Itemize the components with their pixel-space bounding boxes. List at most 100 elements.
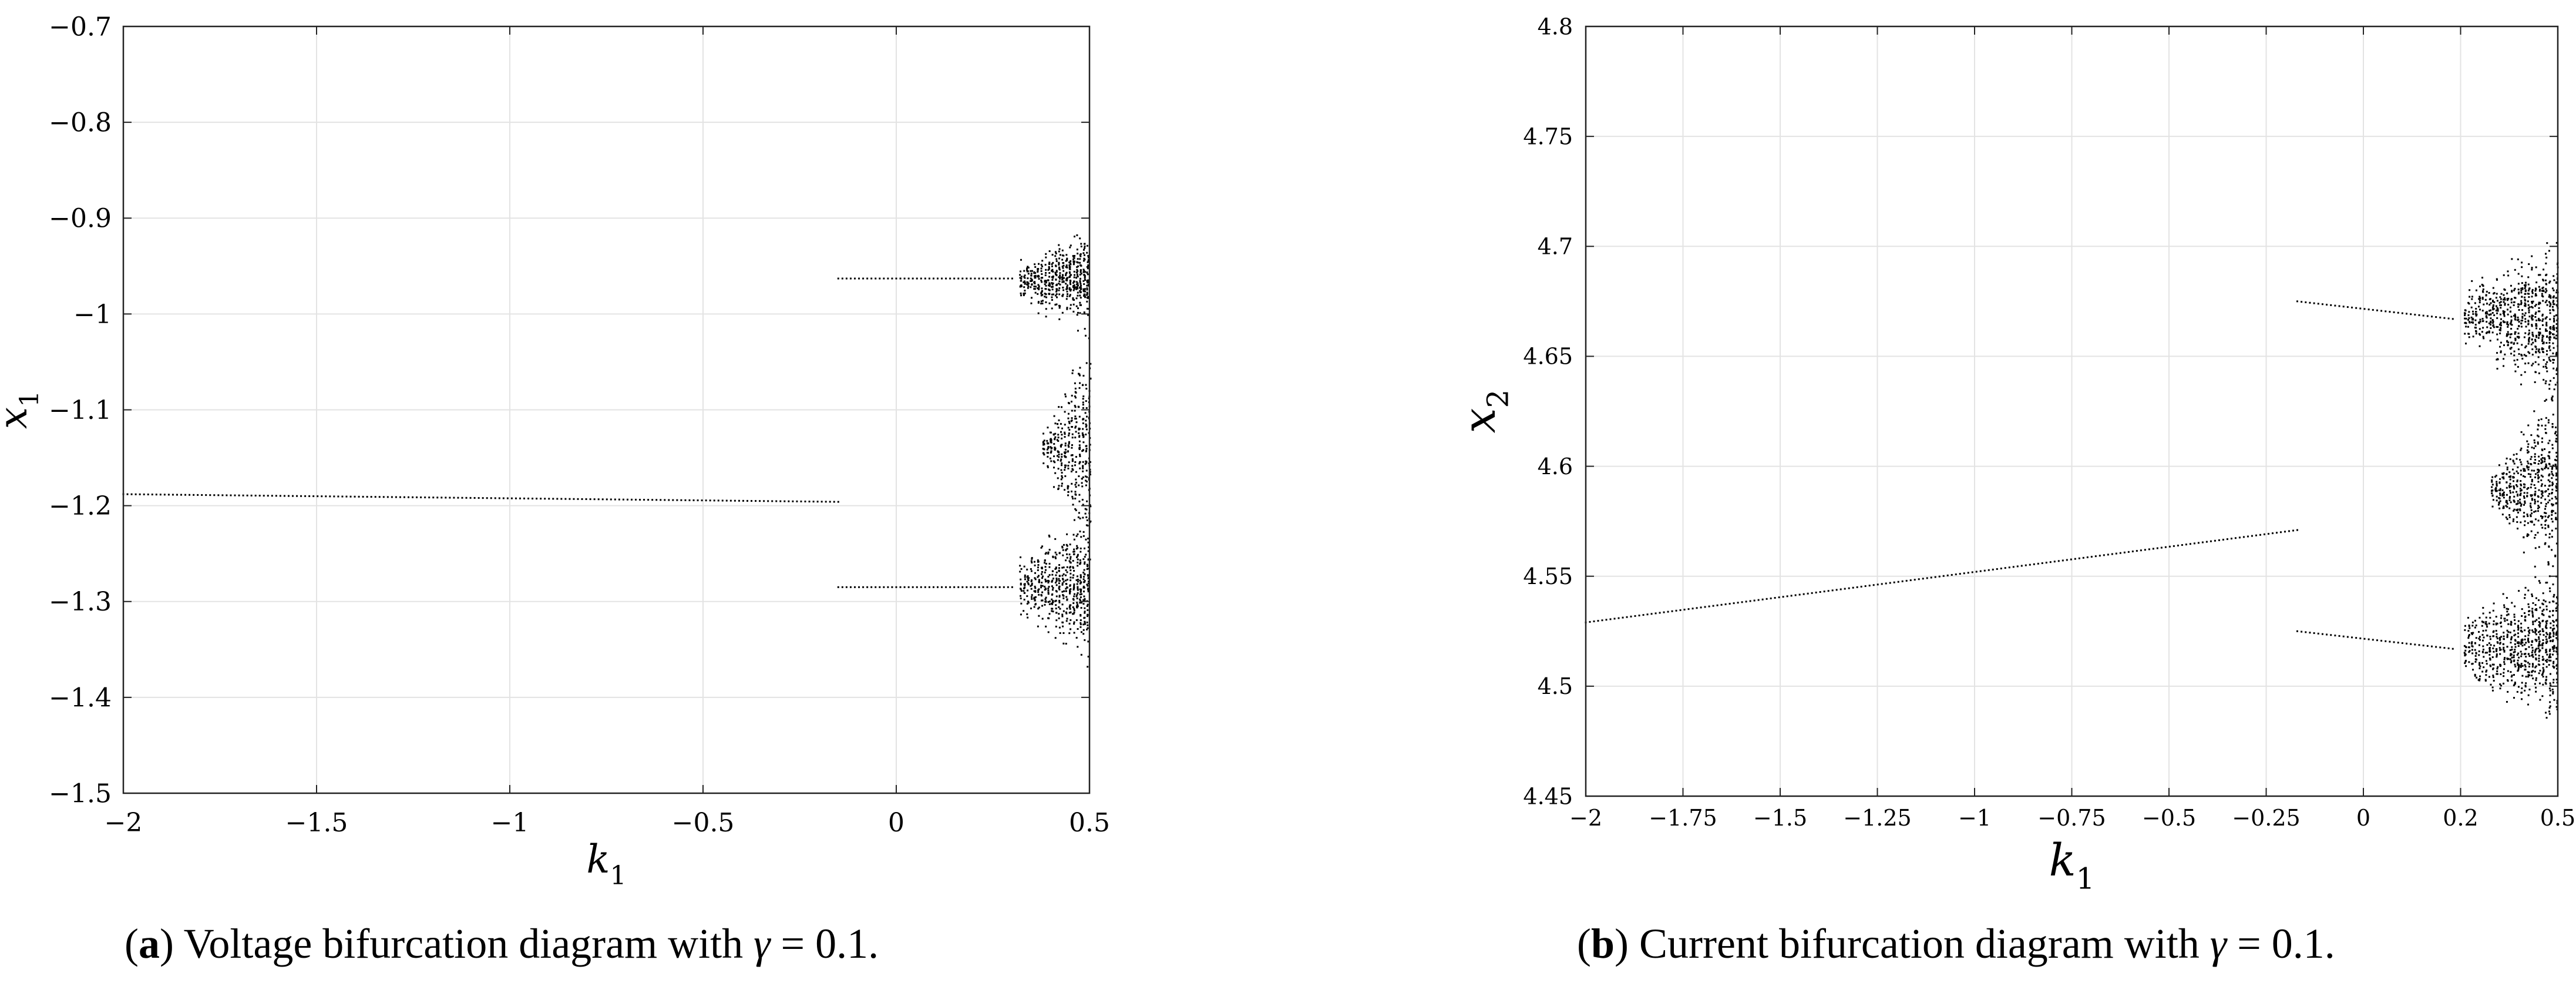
chaotic-point bbox=[2527, 424, 2530, 427]
chaotic-point bbox=[1045, 296, 1048, 298]
chaotic-point bbox=[2544, 458, 2546, 461]
chaotic-point bbox=[2511, 290, 2513, 293]
chaotic-point bbox=[2467, 333, 2470, 335]
chaotic-point bbox=[1053, 443, 1055, 445]
chaotic-point bbox=[1064, 424, 1066, 426]
period-point bbox=[2296, 529, 2298, 531]
chaotic-point bbox=[2549, 312, 2551, 314]
chaotic-point bbox=[2548, 713, 2551, 715]
period-point bbox=[2301, 630, 2303, 633]
chaotic-point bbox=[2468, 321, 2470, 323]
chaotic-point bbox=[2548, 515, 2550, 517]
chaotic-point bbox=[1073, 284, 1075, 286]
chaotic-point bbox=[1050, 447, 1052, 449]
period-point bbox=[2397, 642, 2399, 644]
period-point bbox=[321, 495, 323, 498]
chaotic-point bbox=[2493, 602, 2495, 605]
chaotic-point bbox=[2531, 520, 2533, 522]
period-point bbox=[1691, 608, 1694, 610]
chaotic-point bbox=[2499, 642, 2501, 644]
chaotic-point bbox=[1080, 271, 1082, 273]
chaotic-point bbox=[1075, 509, 1077, 511]
chaotic-point bbox=[1082, 465, 1084, 467]
period-point bbox=[879, 277, 881, 280]
period-point bbox=[924, 586, 926, 588]
chaotic-point bbox=[1077, 284, 1079, 287]
chaotic-point bbox=[2546, 640, 2548, 643]
chaotic-point bbox=[1020, 276, 1023, 278]
period-point bbox=[1728, 603, 1731, 605]
period-point bbox=[1613, 618, 1616, 620]
chaotic-point bbox=[1075, 425, 1077, 428]
period-point bbox=[887, 586, 889, 588]
chaotic-point bbox=[1067, 417, 1070, 420]
chaotic-point bbox=[2506, 487, 2508, 489]
chaotic-point bbox=[2526, 488, 2528, 490]
chaotic-point bbox=[1062, 293, 1064, 296]
chaotic-point bbox=[2520, 300, 2523, 302]
chaotic-point bbox=[1048, 289, 1051, 291]
y-tick-label: 4.75 bbox=[1523, 123, 1573, 149]
chaotic-point bbox=[1056, 296, 1058, 298]
chaotic-point bbox=[1042, 448, 1044, 450]
chaotic-point bbox=[1087, 614, 1089, 616]
chaotic-point bbox=[1055, 619, 1058, 622]
chaotic-point bbox=[2465, 665, 2467, 667]
chaotic-point bbox=[2534, 371, 2537, 374]
chaotic-point bbox=[2541, 437, 2544, 440]
chaotic-point bbox=[2475, 307, 2477, 310]
chaotic-point bbox=[2478, 638, 2480, 640]
period-point bbox=[2317, 303, 2319, 305]
chaotic-point bbox=[1064, 444, 1067, 447]
period-point bbox=[304, 495, 307, 497]
chaotic-point bbox=[1058, 595, 1061, 597]
chaotic-point bbox=[2555, 466, 2557, 468]
chaotic-point bbox=[1072, 574, 1075, 576]
period-point bbox=[1955, 573, 1957, 576]
chaotic-point bbox=[2517, 625, 2520, 627]
chaotic-point bbox=[2551, 447, 2554, 449]
chaotic-point bbox=[1027, 273, 1030, 275]
chaotic-point bbox=[1051, 263, 1053, 266]
chaotic-point bbox=[1066, 598, 1068, 600]
chaotic-point bbox=[2505, 462, 2507, 465]
period-point bbox=[226, 494, 228, 496]
chaotic-point bbox=[2553, 325, 2555, 327]
chaotic-point bbox=[2523, 512, 2525, 514]
chaotic-point bbox=[2520, 287, 2523, 290]
x-tick-label: −1 bbox=[1958, 805, 1991, 831]
chaotic-point bbox=[1068, 264, 1071, 266]
chaotic-point bbox=[2513, 480, 2515, 482]
chaotic-point bbox=[1087, 603, 1089, 606]
chaotic-point bbox=[1058, 304, 1060, 307]
chaotic-point bbox=[2551, 395, 2554, 398]
chaotic-point bbox=[2511, 679, 2513, 682]
period-point bbox=[325, 495, 327, 498]
chaotic-point bbox=[2556, 596, 2558, 598]
chaotic-point bbox=[2491, 331, 2494, 334]
chaotic-point bbox=[2537, 337, 2540, 339]
chaotic-point bbox=[2486, 626, 2488, 628]
y-tick-label: −1.4 bbox=[49, 683, 112, 713]
chaotic-point bbox=[2535, 266, 2537, 269]
chaotic-point bbox=[2549, 701, 2551, 703]
chaotic-point bbox=[2537, 519, 2540, 522]
chaotic-point bbox=[2551, 473, 2553, 475]
chaotic-point bbox=[2503, 604, 2506, 606]
chaotic-point bbox=[2508, 485, 2510, 487]
chaotic-point bbox=[1026, 568, 1028, 571]
chaotic-point bbox=[2492, 635, 2494, 638]
chaotic-point bbox=[1054, 557, 1057, 559]
chaotic-point bbox=[2504, 304, 2506, 306]
chaotic-point bbox=[2531, 479, 2533, 481]
chaotic-point bbox=[1023, 590, 1025, 592]
chaotic-point bbox=[2500, 621, 2502, 623]
chaotic-point bbox=[1031, 594, 1033, 596]
period-point bbox=[333, 495, 335, 498]
chaotic-point bbox=[1023, 270, 1025, 272]
period-point bbox=[895, 586, 897, 588]
chaotic-point bbox=[1019, 277, 1021, 279]
chaotic-point bbox=[1064, 433, 1066, 435]
period-point bbox=[1794, 594, 1797, 596]
period-point bbox=[2451, 647, 2454, 650]
